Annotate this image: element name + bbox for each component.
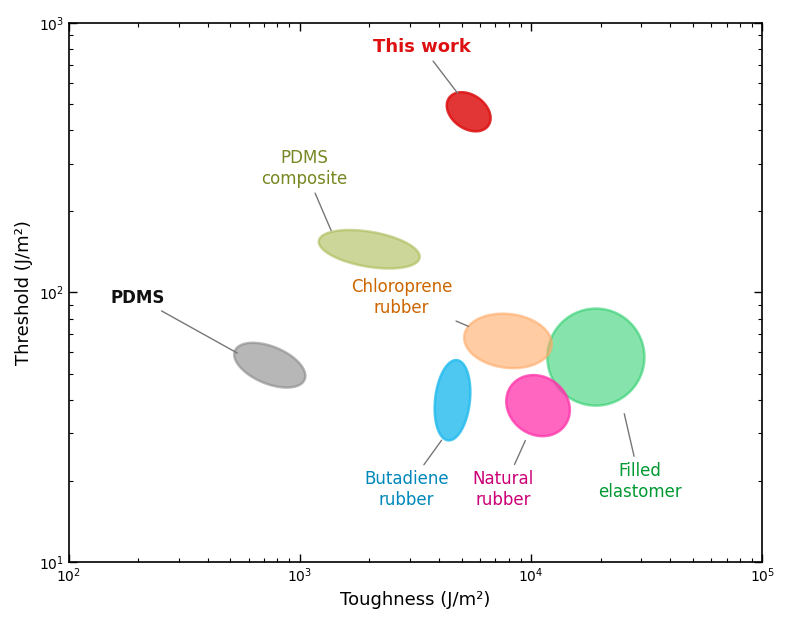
Polygon shape xyxy=(506,375,570,436)
Text: PDMS
composite: PDMS composite xyxy=(261,149,348,230)
Polygon shape xyxy=(235,343,306,388)
Polygon shape xyxy=(447,92,491,131)
Text: PDMS: PDMS xyxy=(111,289,237,353)
Polygon shape xyxy=(465,314,552,368)
Polygon shape xyxy=(319,230,419,268)
Text: Butadiene
rubber: Butadiene rubber xyxy=(364,440,449,509)
Polygon shape xyxy=(435,360,470,441)
Text: Natural
rubber: Natural rubber xyxy=(472,441,534,509)
Text: Filled
elastomer: Filled elastomer xyxy=(598,414,682,500)
Polygon shape xyxy=(547,308,645,406)
Y-axis label: Threshold (J/m²): Threshold (J/m²) xyxy=(15,220,33,365)
Text: This work: This work xyxy=(374,38,472,94)
Text: Chloroprene
rubber: Chloroprene rubber xyxy=(351,278,468,326)
X-axis label: Toughness (J/m²): Toughness (J/m²) xyxy=(340,591,491,609)
